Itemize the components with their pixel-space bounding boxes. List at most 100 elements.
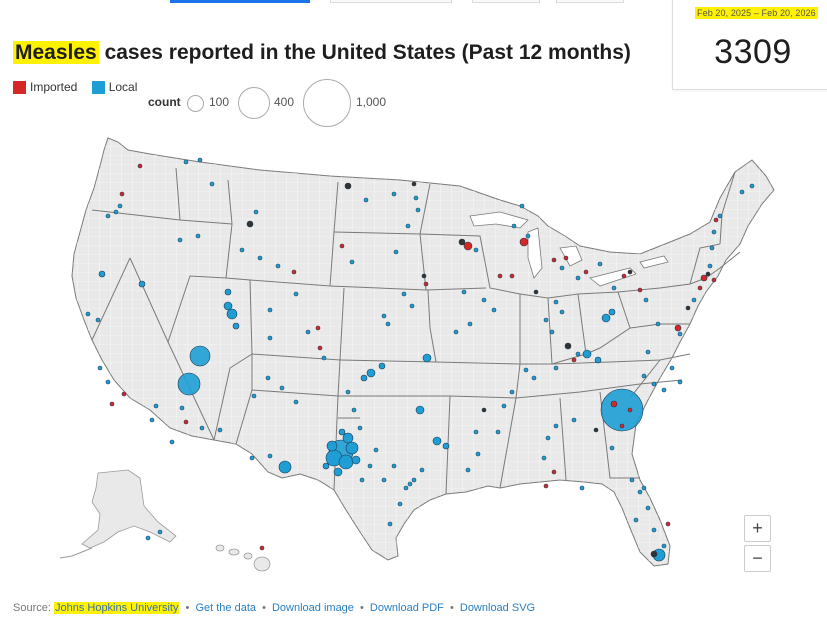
local-case-bubble[interactable]	[739, 189, 745, 195]
local-case-bubble[interactable]	[278, 460, 292, 474]
local-case-bubble[interactable]	[342, 432, 354, 444]
local-case-bubble[interactable]	[545, 435, 551, 441]
local-case-bubble[interactable]	[611, 285, 617, 291]
get-data-link[interactable]: Get the data	[195, 602, 256, 614]
tab-ghost-3[interactable]	[556, 0, 624, 3]
local-case-bubble[interactable]	[571, 417, 577, 423]
local-case-bubble[interactable]	[641, 373, 647, 379]
imported-case-bubble[interactable]	[619, 423, 625, 429]
local-case-bubble[interactable]	[183, 159, 189, 165]
local-case-bubble[interactable]	[442, 442, 450, 450]
local-case-bubble[interactable]	[579, 485, 585, 491]
local-case-bubble[interactable]	[601, 313, 611, 323]
imported-case-bubble[interactable]	[339, 243, 345, 249]
local-case-bubble[interactable]	[275, 263, 281, 269]
local-case-bubble[interactable]	[267, 307, 273, 313]
local-case-bubble[interactable]	[525, 233, 531, 239]
local-case-bubble[interactable]	[475, 451, 481, 457]
imported-case-bubble[interactable]	[583, 269, 589, 275]
local-case-bubble[interactable]	[608, 308, 616, 316]
local-case-bubble[interactable]	[322, 462, 330, 470]
local-case-bubble[interactable]	[421, 273, 427, 279]
imported-case-bubble[interactable]	[463, 241, 473, 251]
local-case-bubble[interactable]	[655, 321, 661, 327]
local-case-bubble[interactable]	[661, 387, 667, 393]
local-case-bubble[interactable]	[267, 335, 273, 341]
local-case-bubble[interactable]	[645, 505, 651, 511]
local-case-bubble[interactable]	[650, 550, 658, 558]
local-case-bubble[interactable]	[232, 322, 240, 330]
local-case-bubble[interactable]	[321, 355, 327, 361]
local-case-bubble[interactable]	[677, 379, 683, 385]
local-case-bubble[interactable]	[95, 317, 101, 323]
local-case-bubble[interactable]	[387, 521, 393, 527]
local-case-bubble[interactable]	[344, 182, 352, 190]
imported-case-bubble[interactable]	[119, 191, 125, 197]
local-case-bubble[interactable]	[629, 477, 635, 483]
local-case-bubble[interactable]	[373, 447, 379, 453]
imported-case-bubble[interactable]	[509, 273, 515, 279]
local-case-bubble[interactable]	[267, 453, 273, 459]
local-case-bubble[interactable]	[645, 349, 651, 355]
local-case-bubble[interactable]	[138, 280, 146, 288]
local-case-bubble[interactable]	[419, 467, 425, 473]
local-case-bubble[interactable]	[637, 489, 643, 495]
local-case-bubble[interactable]	[432, 436, 442, 446]
local-case-bubble[interactable]	[633, 517, 639, 523]
local-case-bubble[interactable]	[217, 427, 223, 433]
local-case-bubble[interactable]	[149, 417, 155, 423]
local-case-bubble[interactable]	[511, 223, 517, 229]
local-case-bubble[interactable]	[575, 275, 581, 281]
local-case-bubble[interactable]	[677, 331, 683, 337]
local-case-bubble[interactable]	[669, 365, 675, 371]
local-case-bubble[interactable]	[409, 303, 415, 309]
local-case-bubble[interactable]	[177, 237, 183, 243]
local-case-bubble[interactable]	[465, 467, 471, 473]
imported-case-bubble[interactable]	[621, 273, 627, 279]
local-case-bubble[interactable]	[253, 209, 259, 215]
local-case-bubble[interactable]	[189, 345, 211, 367]
imported-case-bubble[interactable]	[627, 407, 633, 413]
local-case-bubble[interactable]	[411, 181, 417, 187]
imported-case-bubble[interactable]	[571, 357, 577, 363]
zoom-out-button[interactable]: −	[744, 545, 771, 572]
local-case-bubble[interactable]	[97, 365, 103, 371]
local-case-bubble[interactable]	[582, 349, 592, 359]
local-case-bubble[interactable]	[491, 307, 497, 313]
local-case-bubble[interactable]	[251, 393, 257, 399]
local-case-bubble[interactable]	[401, 291, 407, 297]
local-case-bubble[interactable]	[105, 213, 111, 219]
local-case-bubble[interactable]	[249, 455, 255, 461]
local-case-bubble[interactable]	[177, 372, 201, 396]
local-case-bubble[interactable]	[338, 454, 354, 470]
local-case-bubble[interactable]	[661, 543, 667, 549]
local-case-bubble[interactable]	[113, 209, 119, 215]
imported-case-bubble[interactable]	[610, 400, 618, 408]
imported-case-bubble[interactable]	[183, 419, 189, 425]
local-case-bubble[interactable]	[169, 439, 175, 445]
local-case-bubble[interactable]	[405, 223, 411, 229]
local-case-bubble[interactable]	[293, 399, 299, 405]
local-case-bubble[interactable]	[345, 389, 351, 395]
download-image-link[interactable]: Download image	[271, 602, 354, 614]
local-case-bubble[interactable]	[413, 195, 419, 201]
local-case-bubble[interactable]	[709, 245, 715, 251]
download-pdf-link[interactable]: Download PDF	[369, 602, 444, 614]
local-case-bubble[interactable]	[357, 425, 363, 431]
imported-case-bubble[interactable]	[711, 277, 717, 283]
local-case-bubble[interactable]	[559, 265, 565, 271]
local-case-bubble[interactable]	[239, 247, 245, 253]
local-case-bubble[interactable]	[345, 441, 359, 455]
local-case-bubble[interactable]	[707, 263, 713, 269]
imported-case-bubble[interactable]	[697, 285, 703, 291]
local-case-bubble[interactable]	[600, 388, 644, 432]
tab-ghost-1[interactable]	[330, 0, 452, 3]
local-case-bubble[interactable]	[333, 467, 343, 477]
imported-case-bubble[interactable]	[291, 269, 297, 275]
local-case-bubble[interactable]	[360, 374, 368, 382]
local-case-bubble[interactable]	[145, 535, 151, 541]
local-case-bubble[interactable]	[415, 207, 421, 213]
local-case-bubble[interactable]	[385, 321, 391, 327]
local-case-bubble[interactable]	[367, 463, 373, 469]
local-case-bubble[interactable]	[467, 321, 473, 327]
